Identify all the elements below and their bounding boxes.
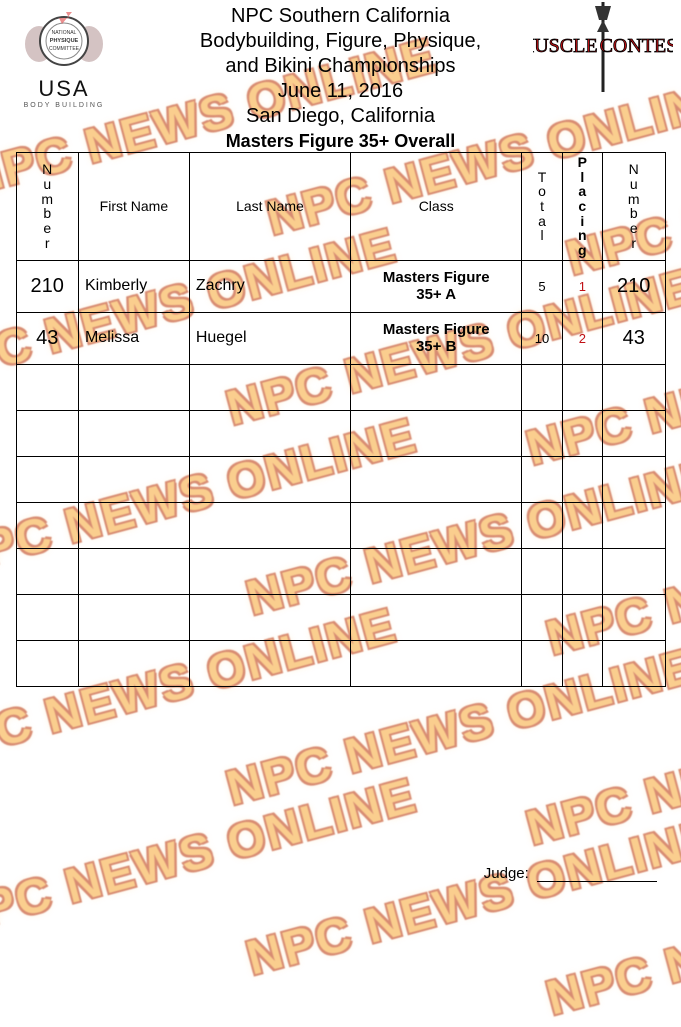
npc-seal-icon: NATIONAL PHYSIQUE COMMITTEE <box>19 6 109 76</box>
table-row-empty <box>16 456 665 502</box>
cell-placing: 1 <box>562 260 602 312</box>
col-last-name: Last Name <box>189 153 350 261</box>
judge-signature-line <box>537 881 657 882</box>
cell-number: 210 <box>16 260 78 312</box>
cell-last: Huegel <box>189 312 350 364</box>
judge-signature: Judge: <box>484 865 657 882</box>
svg-text:PHYSIQUE: PHYSIQUE <box>50 38 79 44</box>
judge-label: Judge: <box>484 865 529 882</box>
col-number2: Number <box>602 153 665 261</box>
table-row-empty <box>16 502 665 548</box>
col-number: Number <box>16 153 78 261</box>
svg-text:COMMITTEE: COMMITTEE <box>49 46 80 52</box>
logo-npc-usa: NATIONAL PHYSIQUE COMMITTEE USA BODY BUI… <box>14 6 114 116</box>
table-row-empty <box>16 364 665 410</box>
logo-bodybuilding-text: BODY BUILDING <box>14 102 114 109</box>
cell-total: 10 <box>522 312 562 364</box>
cell-total: 5 <box>522 260 562 312</box>
col-placing: Placing <box>562 153 602 261</box>
col-class: Class <box>351 153 522 261</box>
cell-class: Masters Figure35+ B <box>351 312 522 364</box>
table-row-empty <box>16 548 665 594</box>
table-row: 210KimberlyZachryMasters Figure35+ A5121… <box>16 260 665 312</box>
cell-number2: 43 <box>602 312 665 364</box>
col-total: Total <box>522 153 562 261</box>
logo-usa-text: USA <box>14 76 114 102</box>
svg-text:NATIONAL: NATIONAL <box>52 30 77 36</box>
table-row-empty <box>16 594 665 640</box>
cell-last: Zachry <box>189 260 350 312</box>
score-table: Number First Name Last Name Class Total … <box>16 152 666 687</box>
table-row-empty <box>16 640 665 686</box>
header: NATIONAL PHYSIQUE COMMITTEE USA BODY BUI… <box>0 0 681 129</box>
logo-musclecontest: MUSCLECONTEST <box>533 2 673 102</box>
cell-number: 43 <box>16 312 78 364</box>
cell-first: Kimberly <box>78 260 189 312</box>
table-row-empty <box>16 410 665 456</box>
svg-text:MUSCLECONTEST: MUSCLECONTEST <box>533 35 673 57</box>
table-row: 43MelissaHuegelMasters Figure35+ B10243 <box>16 312 665 364</box>
col-first-name: First Name <box>78 153 189 261</box>
cell-number2: 210 <box>602 260 665 312</box>
cell-first: Melissa <box>78 312 189 364</box>
cell-class: Masters Figure35+ A <box>351 260 522 312</box>
page-content: NATIONAL PHYSIQUE COMMITTEE USA BODY BUI… <box>0 0 681 900</box>
table-header-row: Number First Name Last Name Class Total … <box>16 153 665 261</box>
table-title: Masters Figure 35+ Overall <box>0 131 681 152</box>
musclecontest-icon: MUSCLECONTEST <box>533 2 673 92</box>
cell-placing: 2 <box>562 312 602 364</box>
table-body: 210KimberlyZachryMasters Figure35+ A5121… <box>16 260 665 686</box>
